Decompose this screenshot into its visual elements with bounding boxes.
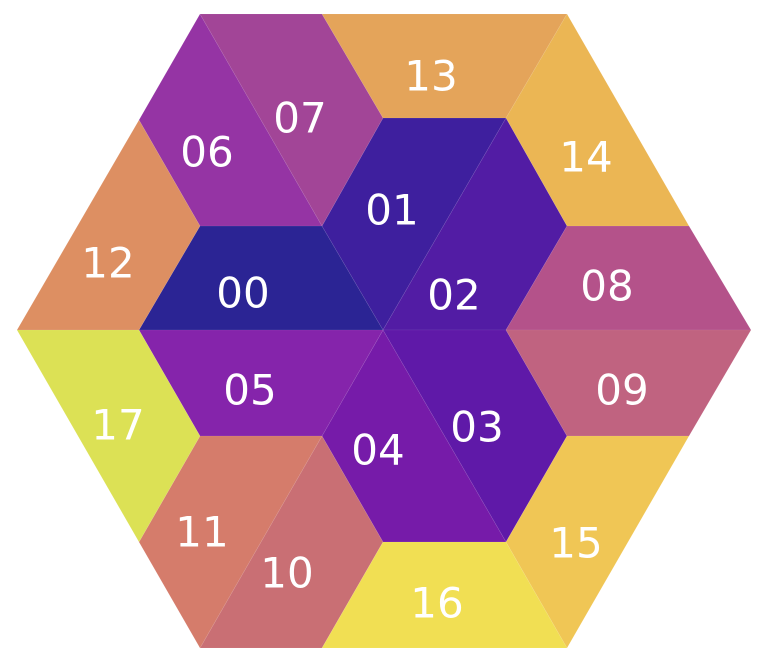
tile-label-13: 13	[404, 52, 457, 101]
tile-16	[321, 541, 568, 649]
tile-label-10: 10	[260, 549, 313, 598]
tile-label-15: 15	[549, 519, 602, 568]
tile-label-11: 11	[175, 508, 228, 557]
tile-label-06: 06	[180, 128, 233, 177]
tile-14	[505, 13, 690, 227]
tile-17	[16, 329, 201, 543]
tile-label-09: 09	[595, 366, 648, 415]
tile-label-07: 07	[273, 94, 326, 143]
tile-label-03: 03	[450, 403, 503, 452]
tile-label-16: 16	[410, 579, 463, 628]
tile-label-17: 17	[91, 401, 144, 450]
tile-label-08: 08	[580, 262, 633, 311]
tile-label-12: 12	[81, 239, 134, 288]
tile-label-02: 02	[427, 271, 480, 320]
tile-label-04: 04	[351, 426, 404, 475]
tile-label-00: 00	[216, 269, 269, 318]
tile-label-05: 05	[223, 366, 276, 415]
tile-label-01: 01	[365, 186, 418, 235]
tile-label-14: 14	[559, 133, 612, 182]
